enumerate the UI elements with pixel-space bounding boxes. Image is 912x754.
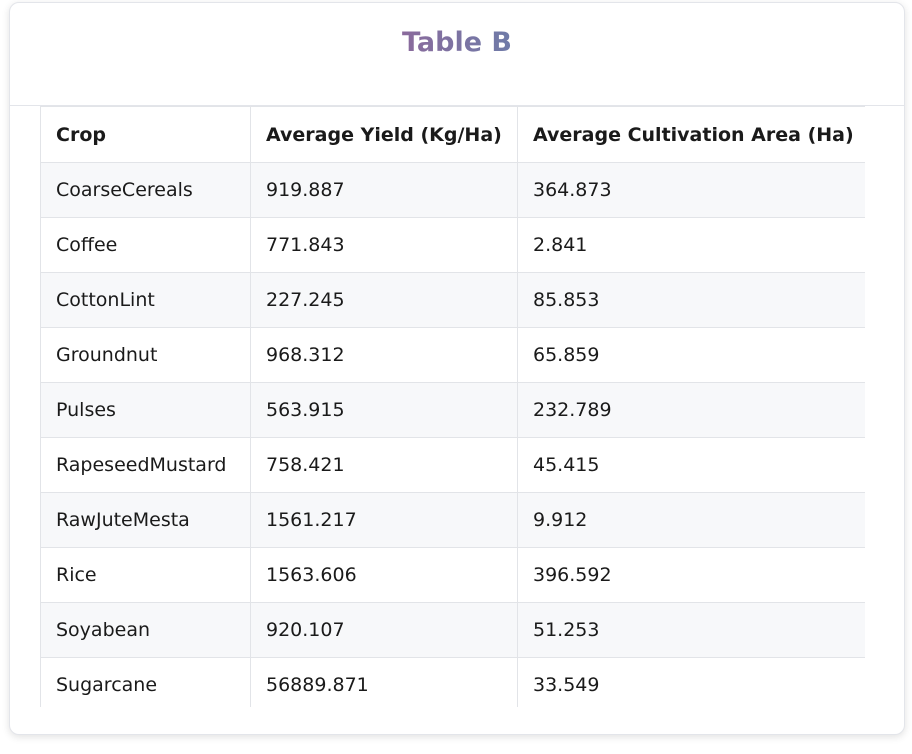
table-row: CottonLint 227.245 85.853 xyxy=(40,272,865,328)
cell-average-yield: 1561.217 xyxy=(250,492,518,548)
cell-average-yield: 227.245 xyxy=(250,272,518,328)
column-header-average-cultivation-area: Average Cultivation Area (Ha) xyxy=(517,106,865,163)
table-row: RawJuteMesta 1561.217 9.912 xyxy=(40,492,865,548)
table-header-row: Crop Average Yield (Kg/Ha) Average Culti… xyxy=(40,106,865,163)
cell-average-yield: 771.843 xyxy=(250,217,518,273)
cell-crop: CoarseCereals xyxy=(40,162,251,218)
table-row: Groundnut 968.312 65.859 xyxy=(40,327,865,383)
table-row: Rice 1563.606 396.592 xyxy=(40,547,865,603)
cell-average-cultivation-area: 65.859 xyxy=(517,327,865,383)
page-title: Table B xyxy=(402,3,512,60)
cell-average-cultivation-area: 51.253 xyxy=(517,602,865,658)
cell-average-cultivation-area: 2.841 xyxy=(517,217,865,273)
cell-average-cultivation-area: 232.789 xyxy=(517,382,865,438)
cell-average-yield: 1563.606 xyxy=(250,547,518,603)
cell-average-yield: 968.312 xyxy=(250,327,518,383)
table-row: Soyabean 920.107 51.253 xyxy=(40,602,865,658)
cell-crop: Groundnut xyxy=(40,327,251,383)
table-scroll-area[interactable]: Crop Average Yield (Kg/Ha) Average Culti… xyxy=(40,106,865,707)
table-card: Table B Crop Average Yield (Kg/Ha) Avera… xyxy=(9,2,905,735)
cell-average-cultivation-area: 364.873 xyxy=(517,162,865,218)
cell-crop: Pulses xyxy=(40,382,251,438)
cell-average-yield: 758.421 xyxy=(250,437,518,493)
cell-crop: Soyabean xyxy=(40,602,251,658)
table-row: RapeseedMustard 758.421 45.415 xyxy=(40,437,865,493)
table-row: Coffee 771.843 2.841 xyxy=(40,217,865,273)
cell-crop: Coffee xyxy=(40,217,251,273)
table-row: Pulses 563.915 232.789 xyxy=(40,382,865,438)
column-header-crop: Crop xyxy=(40,106,251,163)
column-header-average-yield: Average Yield (Kg/Ha) xyxy=(250,106,518,163)
table-row: Sugarcane 56889.871 33.549 xyxy=(40,657,865,707)
cell-crop: Sugarcane xyxy=(40,657,251,707)
cell-average-yield: 563.915 xyxy=(250,382,518,438)
cell-average-yield: 920.107 xyxy=(250,602,518,658)
table-row: CoarseCereals 919.887 364.873 xyxy=(40,162,865,218)
data-table: Crop Average Yield (Kg/Ha) Average Culti… xyxy=(40,106,865,707)
cell-average-yield: 919.887 xyxy=(250,162,518,218)
cell-crop: RapeseedMustard xyxy=(40,437,251,493)
cell-crop: Rice xyxy=(40,547,251,603)
cell-average-cultivation-area: 9.912 xyxy=(517,492,865,548)
cell-crop: RawJuteMesta xyxy=(40,492,251,548)
cell-average-cultivation-area: 396.592 xyxy=(517,547,865,603)
card-header: Table B xyxy=(10,3,904,106)
cell-average-cultivation-area: 85.853 xyxy=(517,272,865,328)
cell-average-cultivation-area: 33.549 xyxy=(517,657,865,707)
cell-average-yield: 56889.871 xyxy=(250,657,518,707)
cell-crop: CottonLint xyxy=(40,272,251,328)
cell-average-cultivation-area: 45.415 xyxy=(517,437,865,493)
